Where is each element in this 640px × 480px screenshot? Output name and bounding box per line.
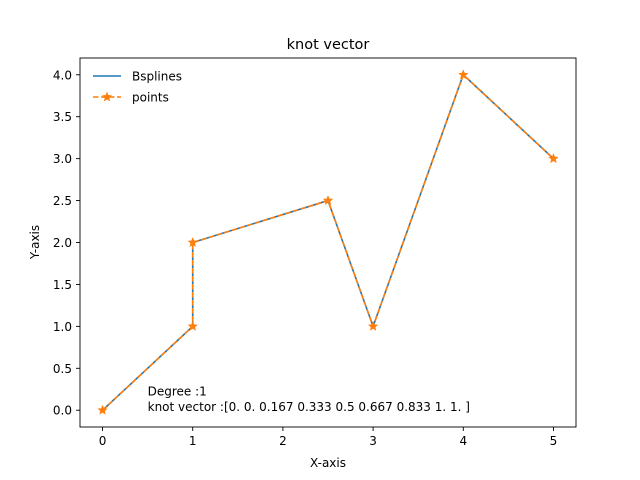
x-tick-label: 1 <box>189 434 197 448</box>
x-tick-label: 0 <box>99 434 107 448</box>
y-tick-label: 3.0 <box>53 152 72 166</box>
y-tick-label: 4.0 <box>53 68 72 82</box>
x-axis-label: X-axis <box>310 456 346 470</box>
data-point-marker <box>187 237 198 247</box>
data-point-marker <box>548 153 559 163</box>
legend-marker <box>101 91 113 102</box>
y-tick-label: 2.0 <box>53 236 72 250</box>
y-tick-label: 1.5 <box>53 278 72 292</box>
y-tick-label: 1.0 <box>53 320 72 334</box>
x-tick-label: 4 <box>459 434 467 448</box>
annotation-text: knot vector :[0. 0. 0.167 0.333 0.5 0.66… <box>148 400 470 414</box>
plot-frame <box>79 57 577 428</box>
y-axis-ticks: 0.0 0.5 1.0 1.5 2.0 2.5 3.0 3.5 4.0 <box>53 68 80 418</box>
x-tick-label: 5 <box>550 434 558 448</box>
legend-label: Bsplines <box>132 70 182 84</box>
annotation-text: Degree :1 <box>148 384 207 398</box>
annotations: Degree :1 knot vector :[0. 0. 0.167 0.333… <box>148 384 470 414</box>
y-tick-label: 0.0 <box>53 404 72 418</box>
data-point-marker <box>367 320 379 331</box>
x-axis-ticks: 0 1 2 3 4 5 <box>99 427 558 448</box>
data-point-marker <box>97 404 108 415</box>
x-tick-label: 2 <box>279 434 287 448</box>
y-axis-label: Y-axis <box>28 225 42 260</box>
chart-title: knot vector <box>287 37 370 53</box>
data-point-marker <box>322 195 334 205</box>
data-point-marker <box>187 320 198 331</box>
legend-label: points <box>132 91 169 105</box>
y-tick-label: 2.5 <box>53 194 72 208</box>
series-layer <box>97 69 559 415</box>
y-tick-label: 3.5 <box>53 110 72 124</box>
data-point-marker <box>458 69 469 80</box>
y-tick-label: 0.5 <box>53 362 72 376</box>
legend: Bsplines points <box>93 70 182 105</box>
x-tick-label: 3 <box>369 434 377 448</box>
